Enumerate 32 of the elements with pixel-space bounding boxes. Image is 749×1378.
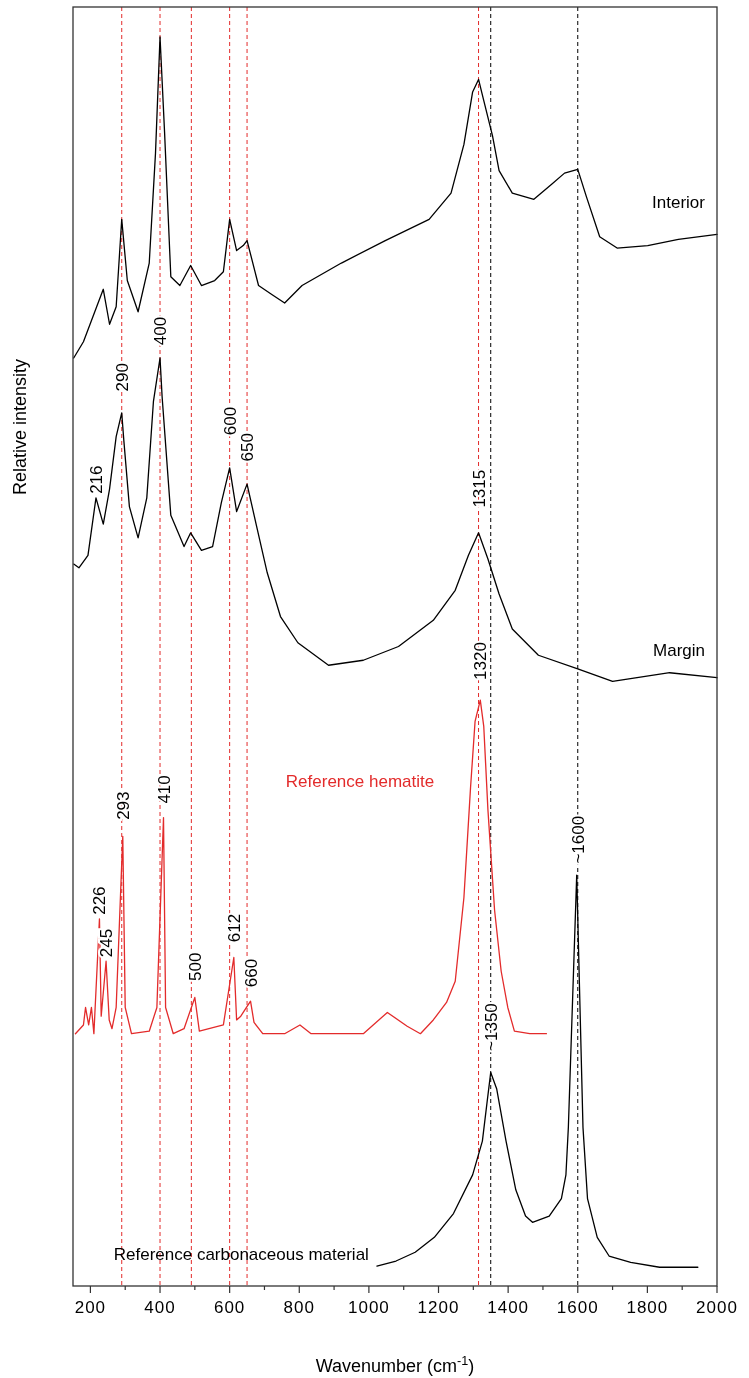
annotation: 410 xyxy=(154,775,174,804)
x-tick-label: 200 xyxy=(74,1298,107,1317)
annotation: ~1600 xyxy=(568,815,588,864)
annotation: ~1350 xyxy=(481,1003,501,1051)
x-tick-label: 1400 xyxy=(487,1298,530,1317)
x-tick-label: 800 xyxy=(283,1298,315,1317)
x-tick-label: 600 xyxy=(213,1298,246,1317)
annotation: 245 xyxy=(97,928,117,958)
x-tick-label: 1000 xyxy=(347,1298,390,1317)
annotation: 293 xyxy=(113,791,133,820)
x-tick-label: 1200 xyxy=(417,1298,460,1317)
x-tick-label: 2000 xyxy=(696,1298,738,1317)
annotation: 226 xyxy=(90,886,110,915)
annotation: 660 xyxy=(241,958,261,988)
annotation: 216 xyxy=(86,465,106,494)
y-axis-title: Relative intensity xyxy=(10,358,30,496)
annotation: 400 xyxy=(151,316,171,346)
annotation: 612 xyxy=(224,913,244,943)
series-label: Reference carbonaceous material xyxy=(113,1245,369,1265)
annotation: 290 xyxy=(112,363,132,392)
series-label: Interior xyxy=(652,193,706,213)
series-label: Margin xyxy=(653,640,705,660)
x-tick-label: 1800 xyxy=(626,1298,669,1317)
annotation: 600 xyxy=(220,406,240,436)
annotation: 650 xyxy=(238,433,258,462)
x-tick-label: 1600 xyxy=(556,1298,599,1317)
annotation: 500 xyxy=(185,952,205,981)
x-axis-title: Wavenumber (cm$^{-1}$) xyxy=(315,1354,475,1376)
annotation: 1315 xyxy=(469,469,489,508)
annotation: 1320 xyxy=(471,642,491,680)
text: Reference hematite xyxy=(285,772,435,791)
x-tick-label: 400 xyxy=(144,1298,176,1317)
